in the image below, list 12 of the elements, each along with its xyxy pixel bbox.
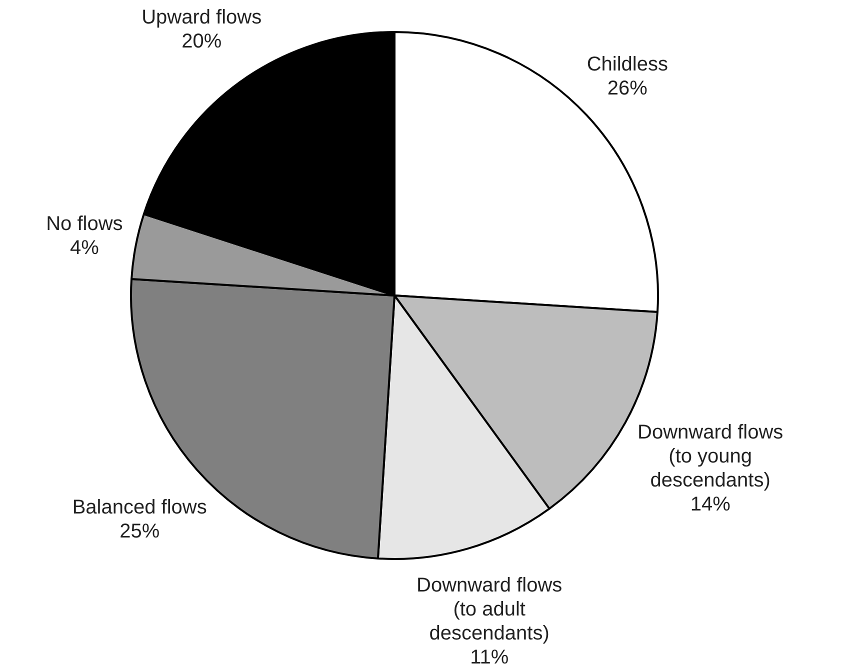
- data-label: 25%: [120, 520, 160, 543]
- data-label: 4%: [70, 236, 100, 259]
- slice-label: Childless: [586, 53, 668, 76]
- slice-label: Downward flows (to young descendants): [638, 422, 784, 492]
- data-label: 20%: [182, 30, 222, 52]
- slice-label: No flows: [46, 212, 123, 235]
- slice-label: Downward flows (to adult descendants): [416, 574, 562, 644]
- data-label: 14%: [690, 494, 731, 516]
- slice-label: Balanced flows: [72, 496, 207, 519]
- data-label: 11%: [470, 646, 509, 668]
- data-label: 26%: [607, 77, 648, 100]
- slice-label: Upward flows: [142, 6, 262, 28]
